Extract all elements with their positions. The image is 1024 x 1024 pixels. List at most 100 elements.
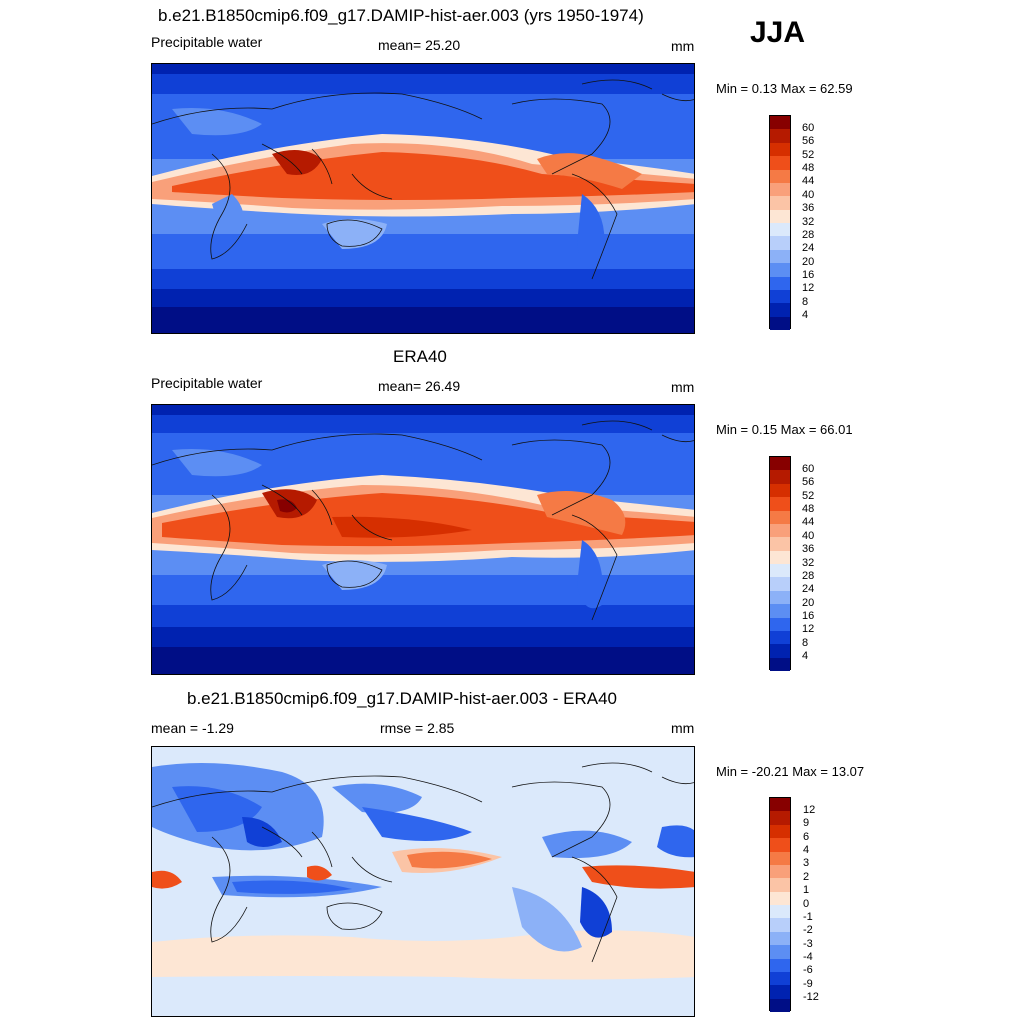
colorbar-swatch — [770, 878, 790, 892]
colorbar-swatch — [770, 644, 790, 658]
colorbar-swatch — [770, 470, 790, 484]
colorbar-swatch — [770, 223, 790, 237]
panel-3-map-field — [152, 747, 694, 1016]
panel-1-title: b.e21.B1850cmip6.f09_g17.DAMIP-hist-aer.… — [158, 6, 644, 25]
colorbar-tick-label: 12 — [802, 623, 815, 636]
colorbar-swatch — [770, 316, 790, 330]
panel-1-units-label: mm — [671, 38, 695, 54]
panel-2-map — [151, 404, 695, 675]
panel-1-mean-label: mean= 25.20 — [378, 37, 461, 53]
colorbar-tick-label: 32 — [802, 215, 815, 228]
colorbar-tick-label: 4 — [802, 309, 809, 322]
colorbar-swatch — [770, 604, 790, 618]
colorbar-tick-label: 48 — [802, 503, 815, 515]
panel-1-minmax-label: Min = 0.13 Max = 62.59 — [716, 81, 853, 96]
colorbar-swatch — [770, 945, 790, 959]
colorbar-tick-label: 44 — [802, 516, 815, 529]
colorbar-swatch — [770, 838, 790, 852]
colorbar-swatch — [770, 116, 790, 130]
panel-1-colorbar — [769, 115, 791, 330]
colorbar-tick-label: 60 — [802, 462, 815, 475]
colorbar-tick-label: 16 — [802, 610, 815, 622]
colorbar-swatch — [770, 263, 790, 277]
panel-3-mean-label: mean = -1.29 — [151, 720, 234, 736]
colorbar-tick-label: 16 — [802, 269, 815, 281]
colorbar-swatch — [770, 276, 790, 290]
colorbar-tick-label: 28 — [802, 569, 815, 582]
colorbar-swatch — [770, 958, 790, 972]
colorbar-swatch — [770, 209, 790, 223]
colorbar-tick-label: 4 — [803, 844, 810, 856]
colorbar-tick-label: 40 — [802, 188, 815, 201]
colorbar-tick-label: 2 — [803, 870, 810, 883]
colorbar-swatch — [770, 798, 790, 812]
colorbar-tick-label: 12 — [803, 803, 816, 816]
colorbar-tick-label: 52 — [802, 489, 815, 502]
colorbar-tick-label: 60 — [802, 121, 815, 134]
colorbar-swatch — [770, 998, 790, 1012]
panel-2-map-field — [152, 405, 694, 674]
colorbar-swatch — [770, 864, 790, 879]
colorbar-swatch — [770, 918, 790, 932]
colorbar-swatch — [770, 289, 790, 304]
colorbar-swatch — [770, 577, 790, 591]
colorbar-swatch — [770, 590, 790, 605]
colorbar-tick-label: 36 — [802, 543, 815, 556]
colorbar-tick-label: 28 — [802, 228, 815, 241]
colorbar-tick-label: 32 — [802, 556, 815, 569]
colorbar-swatch — [770, 971, 790, 986]
colorbar-swatch — [770, 537, 790, 551]
colorbar-swatch — [770, 824, 790, 839]
colorbar-tick-label: 12 — [802, 282, 815, 295]
colorbar-tick-label: -4 — [803, 951, 813, 963]
panel-3-colorbar — [769, 797, 791, 1012]
colorbar-swatch — [770, 303, 790, 317]
panel-2-mean-label: mean= 26.49 — [378, 378, 461, 394]
season-label: JJA — [750, 16, 806, 49]
colorbar-tick-label: 48 — [802, 162, 815, 174]
colorbar-tick-label: 20 — [802, 596, 815, 609]
colorbar-tick-label: 8 — [802, 636, 809, 649]
colorbar-swatch — [770, 182, 790, 197]
colorbar-tick-label: -3 — [803, 937, 813, 950]
colorbar-swatch — [770, 851, 790, 865]
panel-3-map — [151, 746, 695, 1017]
panel-1-map — [151, 63, 695, 334]
colorbar-swatch — [770, 931, 790, 946]
colorbar-tick-label: -2 — [803, 924, 813, 937]
panel-3-units-label: mm — [671, 720, 695, 736]
colorbar-swatch — [770, 564, 790, 578]
colorbar-tick-label: 24 — [802, 242, 815, 255]
panel-3-rmse-label: rmse = 2.85 — [380, 720, 455, 736]
panel-3-minmax-label: Min = -20.21 Max = 13.07 — [716, 764, 865, 779]
colorbar-tick-label: -6 — [803, 964, 813, 977]
colorbar-tick-label: 4 — [802, 650, 809, 663]
colorbar-swatch — [770, 196, 790, 210]
colorbar-swatch — [770, 550, 790, 564]
colorbar-swatch — [770, 156, 790, 170]
colorbar-tick-label: 9 — [803, 817, 810, 830]
colorbar-tick-label: 52 — [802, 148, 815, 161]
colorbar-swatch — [770, 811, 790, 825]
panel-2-title: ERA40 — [393, 347, 447, 366]
panel-1-variable-label: Precipitable water — [151, 34, 263, 50]
panel-1-map-field — [152, 64, 694, 333]
colorbar-tick-label: 3 — [803, 857, 810, 870]
colorbar-swatch — [770, 483, 790, 498]
colorbar-tick-label: -1 — [803, 910, 813, 923]
panel-2-variable-label: Precipitable water — [151, 375, 263, 391]
colorbar-swatch — [770, 905, 790, 919]
colorbar-tick-label: 24 — [802, 583, 815, 596]
colorbar-tick-label: 40 — [802, 529, 815, 542]
colorbar-tick-label: 56 — [802, 135, 815, 148]
panel-2-colorbar — [769, 456, 791, 671]
colorbar-tick-label: 56 — [802, 476, 815, 489]
colorbar-swatch — [770, 630, 790, 645]
colorbar-swatch — [770, 617, 790, 631]
colorbar-tick-label: -9 — [803, 977, 813, 990]
colorbar-swatch — [770, 497, 790, 511]
colorbar-tick-label: 6 — [803, 830, 810, 843]
colorbar-swatch — [770, 510, 790, 524]
colorbar-swatch — [770, 891, 790, 905]
colorbar-swatch — [770, 985, 790, 999]
